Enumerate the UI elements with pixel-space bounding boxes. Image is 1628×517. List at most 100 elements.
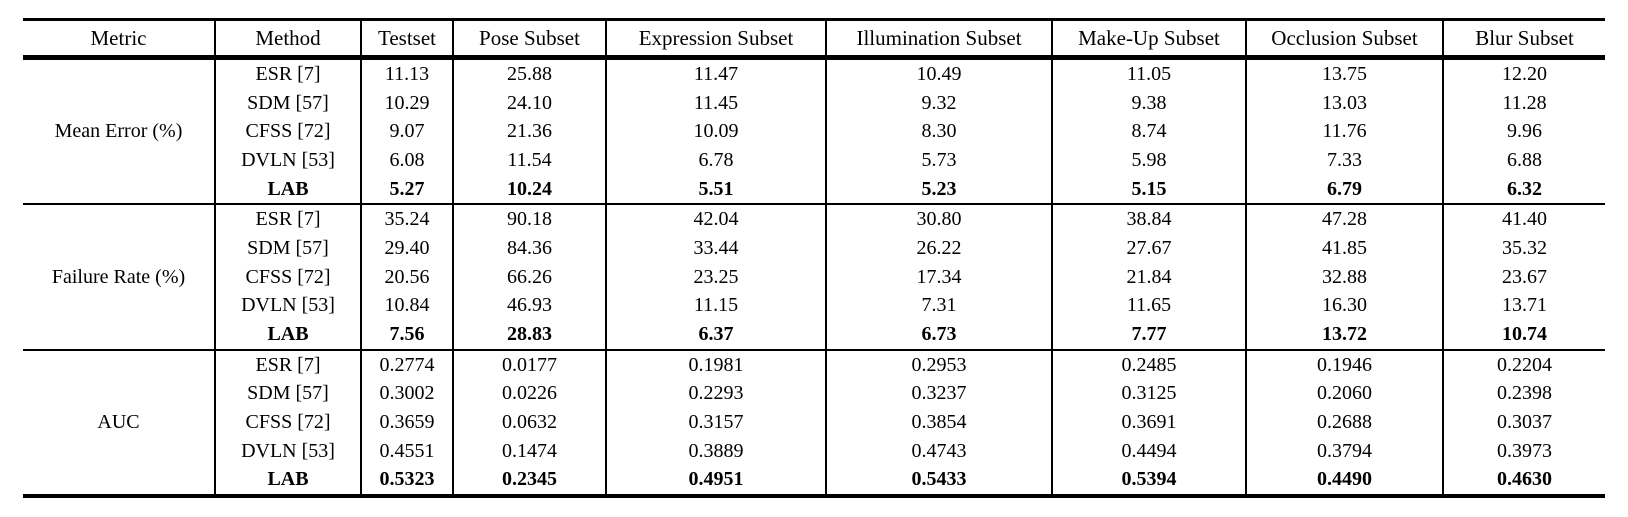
value-cell: 6.32 [1442,174,1605,205]
column-header-pose-subset: Pose Subset [452,19,606,60]
value-cell: 84.36 [452,234,606,263]
method-cell: DVLN [53] [214,436,361,466]
value-cell: 0.4951 [605,465,826,497]
method-cell: ESR [7] [214,203,361,235]
value-cell: 10.09 [605,117,826,147]
table-row: SDM [57] 10.29 24.10 11.45 9.32 9.38 13.03 11.2… [23,88,1605,118]
value-cell: 0.2688 [1245,408,1443,437]
table-row: CFSS [72] 9.07 21.36 10.09 8.30 8.74 11.76 9.96 [23,117,1605,147]
value-cell: 41.40 [1442,203,1605,235]
column-header-testset: Testset [360,19,453,60]
value-cell: 0.2774 [360,348,453,380]
value-cell: 25.88 [452,56,606,89]
value-cell: 8.74 [1051,117,1246,147]
method-cell: LAB [214,174,361,205]
value-cell: 9.96 [1442,117,1605,147]
value-cell: 11.54 [452,146,606,175]
table-row: DVLN [53] 6.08 11.54 6.78 5.73 5.98 7.33 6.88 [23,146,1605,175]
value-cell: 0.2485 [1051,348,1246,380]
value-cell: 20.56 [360,262,453,292]
value-cell: 0.3237 [825,379,1052,409]
value-cell: 0.3125 [1051,379,1246,409]
results-table: Metric Method Testset Pose Subset Expression… [23,18,1605,499]
header-row: Metric Method Testset Pose Subset Expression… [23,19,1605,60]
table-row: LAB 0.5323 0.2345 0.4951 0.5433 0.5394 0.4490 0… [23,465,1605,497]
table-row: LAB 5.27 10.24 5.51 5.23 5.15 6.79 6.32 [23,174,1605,205]
value-cell: 30.80 [825,203,1052,235]
value-cell: 9.38 [1051,88,1246,118]
value-cell: 0.2345 [452,465,606,497]
value-cell: 13.03 [1245,88,1443,118]
value-cell: 0.2293 [605,379,826,409]
value-cell: 13.72 [1245,320,1443,350]
value-cell: 26.22 [825,234,1052,263]
value-cell: 5.27 [360,174,453,205]
metric-cell-auc: AUC [23,348,215,497]
value-cell: 10.84 [360,291,453,321]
value-cell: 23.67 [1442,262,1605,292]
column-header-occlusion-subset: Occlusion Subset [1245,19,1443,60]
table-row: LAB 7.56 28.83 6.37 6.73 7.77 13.72 10.74 [23,320,1605,350]
value-cell: 46.93 [452,291,606,321]
method-cell: CFSS [72] [214,408,361,437]
value-cell: 10.29 [360,88,453,118]
value-cell: 66.26 [452,262,606,292]
value-cell: 21.84 [1051,262,1246,292]
value-cell: 0.3889 [605,436,826,466]
value-cell: 6.37 [605,320,826,350]
method-cell: SDM [57] [214,379,361,409]
value-cell: 11.47 [605,56,826,89]
value-cell: 29.40 [360,234,453,263]
table-row: CFSS [72] 0.3659 0.0632 0.3157 0.3854 0.3691 0… [23,408,1605,437]
value-cell: 0.0177 [452,348,606,380]
value-cell: 0.3659 [360,408,453,437]
value-cell: 47.28 [1245,203,1443,235]
metric-cell-failure-rate: Failure Rate (%) [23,203,215,350]
value-cell: 8.30 [825,117,1052,147]
value-cell: 10.74 [1442,320,1605,350]
value-cell: 0.0226 [452,379,606,409]
column-header-blur-subset: Blur Subset [1442,19,1605,60]
value-cell: 0.3002 [360,379,453,409]
value-cell: 23.25 [605,262,826,292]
value-cell: 0.1474 [452,436,606,466]
value-cell: 0.3691 [1051,408,1246,437]
results-table-head: Metric Method Testset Pose Subset Expression… [23,19,1605,60]
value-cell: 7.77 [1051,320,1246,350]
value-cell: 16.30 [1245,291,1443,321]
value-cell: 11.76 [1245,117,1443,147]
value-cell: 6.08 [360,146,453,175]
value-cell: 5.73 [825,146,1052,175]
value-cell: 5.98 [1051,146,1246,175]
value-cell: 6.79 [1245,174,1443,205]
value-cell: 11.15 [605,291,826,321]
value-cell: 42.04 [605,203,826,235]
method-cell: ESR [7] [214,348,361,380]
table-row: Failure Rate (%) ESR [7] 35.24 90.18 42.04 30… [23,203,1605,350]
value-cell: 0.3037 [1442,408,1605,437]
value-cell: 33.44 [605,234,826,263]
value-cell: 13.75 [1245,56,1443,89]
value-cell: 9.32 [825,88,1052,118]
value-cell: 0.1946 [1245,348,1443,380]
value-cell: 6.73 [825,320,1052,350]
value-cell: 35.32 [1442,234,1605,263]
value-cell: 0.3794 [1245,436,1443,466]
table-row: SDM [57] 0.3002 0.0226 0.2293 0.3237 0.3125 0.… [23,379,1605,409]
table-row: SDM [57] 29.40 84.36 33.44 26.22 27.67 41.85 35… [23,234,1605,263]
column-header-expression-subset: Expression Subset [605,19,826,60]
value-cell: 11.45 [605,88,826,118]
value-cell: 0.3157 [605,408,826,437]
results-table-body: Mean Error (%) ESR [7] 11.13 25.88 11.47 10.4… [23,56,1605,497]
value-cell: 90.18 [452,203,606,235]
column-header-illumination-subset: Illumination Subset [825,19,1052,60]
value-cell: 12.20 [1442,56,1605,89]
value-cell: 11.28 [1442,88,1605,118]
value-cell: 0.5394 [1051,465,1246,497]
column-header-method: Method [214,19,361,60]
method-cell: SDM [57] [214,88,361,118]
metric-cell-mean-error: Mean Error (%) [23,56,215,205]
value-cell: 21.36 [452,117,606,147]
table-row: Mean Error (%) ESR [7] 11.13 25.88 11.47 10.4… [23,56,1605,205]
